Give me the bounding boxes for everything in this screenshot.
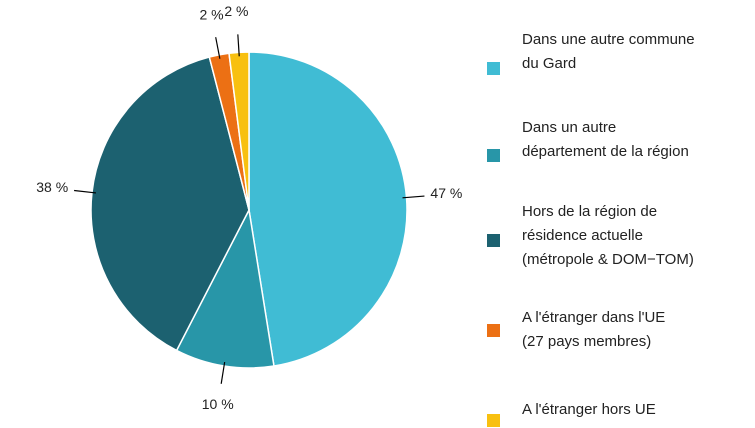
leader-line [74, 189, 97, 194]
data-label: 2 % [224, 3, 248, 19]
leader-line [237, 34, 240, 57]
legend-label: A l'étranger dans l'UE (27 pays membres) [522, 309, 665, 350]
legend-line: (27 pays membres) [522, 333, 651, 350]
leader-line [220, 361, 226, 384]
legend-swatch [487, 414, 500, 427]
legend-line: Dans une autre commune [522, 31, 695, 48]
data-label: 10 % [202, 396, 234, 412]
leader-line [402, 195, 425, 199]
data-label: 47 % [430, 185, 462, 201]
legend-line: du Gard [522, 55, 576, 72]
legend-swatch [487, 234, 500, 247]
data-label: 38 % [36, 179, 68, 195]
legend-label: A l'étranger hors UE [522, 401, 656, 418]
legend-swatch [487, 149, 500, 162]
legend-line: résidence actuelle [522, 227, 643, 244]
legend-swatch [487, 62, 500, 75]
legend-line: département de la région [522, 143, 689, 160]
legend-label: Dans un autre département de la région [522, 119, 689, 160]
legend-label: Dans une autre commune du Gard [522, 31, 695, 72]
data-label: 2 % [199, 6, 223, 22]
leader-line [215, 37, 221, 59]
legend-line: A l'étranger dans l'UE [522, 309, 665, 326]
legend-line: Dans un autre [522, 119, 616, 136]
legend-line: Hors de la région de [522, 203, 657, 220]
legend-swatch [487, 324, 500, 337]
legend-label: Hors de la région de résidence actuelle (m… [522, 203, 694, 268]
legend-line: A l'étranger hors UE [522, 401, 656, 418]
legend-line: (métropole & DOM−TOM) [522, 251, 694, 268]
pie-slice [248, 51, 408, 367]
